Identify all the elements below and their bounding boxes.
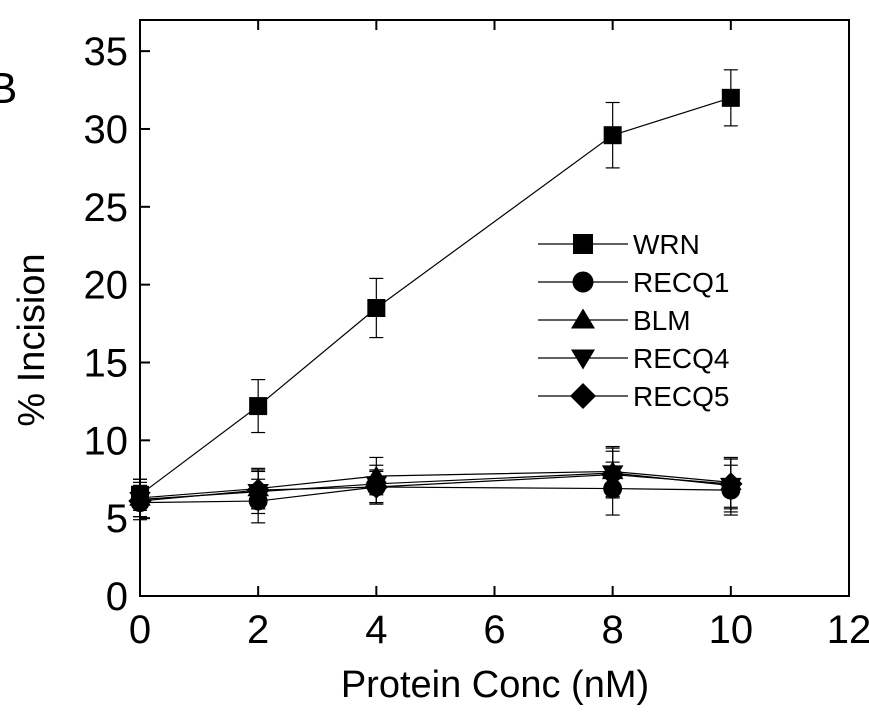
legend-item-blm: BLM (538, 305, 691, 336)
series-recq5 (128, 450, 743, 518)
data-point (246, 478, 270, 502)
legend-item-recq5: RECQ5 (538, 381, 729, 412)
x-tick-label: 8 (602, 608, 624, 652)
legend: WRN RECQ1 BLM RECQ4 RECQ5 (538, 229, 729, 412)
legend-item-recq4: RECQ4 (538, 343, 729, 374)
legend-item-recq1: RECQ1 (538, 267, 729, 298)
legend-marker (570, 383, 596, 409)
legend-marker (573, 234, 593, 254)
legend-marker (571, 308, 595, 329)
y-tick-label: 25 (84, 186, 129, 230)
data-point (600, 462, 625, 487)
y-axis-title: % Incision (11, 253, 53, 426)
panel-label: B (0, 64, 17, 113)
x-tick-label: 2 (247, 608, 269, 652)
x-tick-label: 12 (827, 608, 869, 652)
series-line (139, 486, 731, 504)
plot-frame (139, 19, 850, 597)
x-tick-label: 6 (483, 608, 505, 652)
y-tick-label: 0 (106, 575, 128, 619)
legend-marker (572, 271, 594, 293)
axes: 0 2 4 6 8 10 12 0 5 10 15 20 25 30 35 (84, 20, 869, 652)
legend-label: RECQ4 (633, 343, 729, 374)
y-tick-label: 20 (84, 264, 129, 308)
legend-label: BLM (633, 305, 691, 336)
x-tick-label: 10 (709, 608, 754, 652)
data-point (719, 472, 743, 496)
data-point (249, 397, 268, 416)
legend-label: WRN (633, 229, 700, 260)
series-recq4 (129, 447, 742, 518)
legend-marker (571, 349, 595, 370)
x-tick-label: 0 (129, 608, 151, 652)
series-recq1 (130, 461, 741, 524)
y-tick-label: 10 (84, 419, 129, 463)
y-tick-label: 15 (84, 341, 129, 385)
series-layer (128, 69, 743, 524)
data-point (721, 88, 740, 107)
y-tick-label: 5 (106, 497, 128, 541)
data-point (364, 475, 389, 499)
legend-label: RECQ5 (633, 381, 729, 412)
legend-label: RECQ1 (633, 267, 729, 298)
y-tick-label: 35 (84, 30, 129, 74)
x-axis-title: Protein Conc (nM) (341, 664, 649, 706)
x-tick-label: 4 (365, 608, 387, 652)
data-point (128, 489, 152, 513)
data-point (367, 299, 386, 317)
legend-item-wrn: WRN (538, 229, 700, 260)
data-point (603, 126, 622, 145)
y-tick-label: 30 (84, 108, 129, 152)
